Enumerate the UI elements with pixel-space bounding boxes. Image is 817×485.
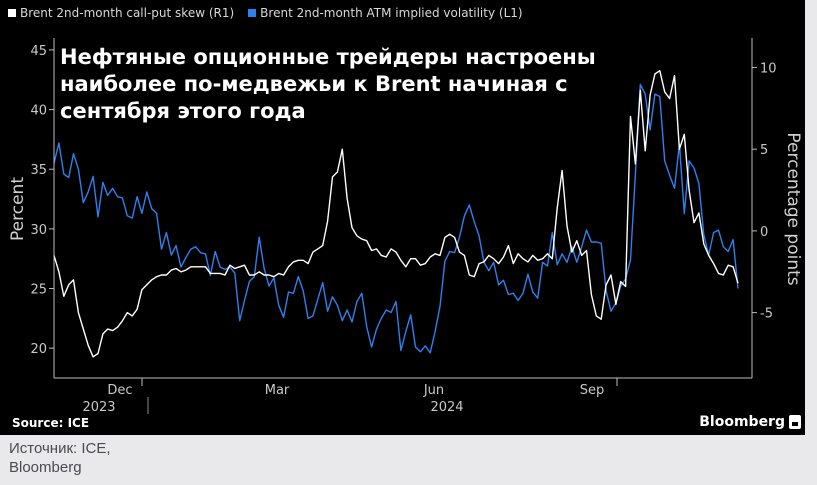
image-caption: Источник: ICE, Bloomberg <box>9 439 111 477</box>
legend-swatch-vol <box>248 9 257 17</box>
caption-line-2: Bloomberg <box>9 459 82 476</box>
series-line-vol <box>53 83 739 354</box>
chart-source: Source: ICE <box>12 416 90 430</box>
year-label: 2023 <box>82 400 115 415</box>
left-axis-title: Percent <box>8 177 28 241</box>
x-tick-label: Mar <box>265 383 290 398</box>
legend-swatch-skew <box>8 9 16 17</box>
right-tick-label: -5 <box>760 307 773 322</box>
caption-line-1: Источник: ICE, <box>9 440 111 457</box>
series-line-skew <box>53 69 739 358</box>
left-tick-label: 35 <box>30 163 47 178</box>
year-label: 2024 <box>430 400 463 415</box>
left-tick-label: 45 <box>30 44 47 59</box>
x-tick-label: Sep <box>580 383 605 398</box>
right-axis-title: Percentage points <box>783 132 803 285</box>
right-tick-label: 5 <box>760 143 768 158</box>
left-tick-label: 25 <box>30 283 47 298</box>
right-tick-label: 10 <box>760 61 777 76</box>
chart-card: 20 25 30 35 40 45 -5 0 5 10 Percent Percentage poin… <box>0 0 805 435</box>
brand-logo: Bloomberg <box>699 414 801 430</box>
legend-label-skew: Brent 2nd-month call-put skew (R1) <box>20 6 235 20</box>
bloomberg-terminal-icon <box>789 415 801 429</box>
legend-item-vol: Brent 2nd-month ATM implied volatility (… <box>248 6 523 20</box>
left-tick-label: 20 <box>30 342 47 357</box>
right-tick-label: 0 <box>760 225 768 240</box>
x-tick-label: Jun <box>423 383 444 398</box>
legend-label-vol: Brent 2nd-month ATM implied volatility (… <box>260 6 523 20</box>
chart-headline: Нефтяные опционные трейдеры настроены на… <box>60 45 596 123</box>
left-tick-label: 40 <box>30 104 47 119</box>
left-tick-label: 30 <box>30 223 47 238</box>
chart-plot: 20 25 30 35 40 45 -5 0 5 10 Percent Percentage poin… <box>8 38 803 415</box>
chart-legend: Brent 2nd-month call-put skew (R1) Brent… <box>8 6 523 20</box>
brand-name: Bloomberg <box>699 414 785 430</box>
x-tick-label: Dec <box>107 383 132 398</box>
legend-item-skew: Brent 2nd-month call-put skew (R1) <box>8 6 234 20</box>
